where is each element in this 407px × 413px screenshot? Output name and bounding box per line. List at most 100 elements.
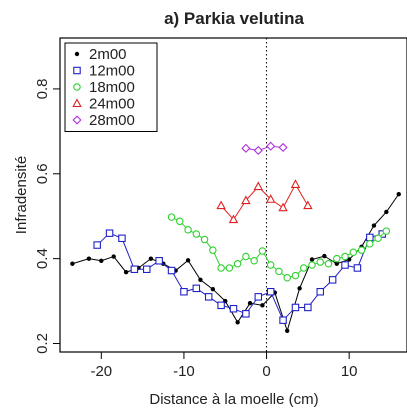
- data-point-2m00: [371, 223, 377, 228]
- data-point-12m00: [353, 264, 362, 272]
- data-point-18m00: [225, 264, 234, 272]
- x-tick-label: 10: [341, 363, 358, 380]
- x-axis-label: Distance à la moelle (cm): [149, 391, 318, 408]
- data-point-18m00: [324, 259, 333, 268]
- legend-marker-12m00: [73, 66, 81, 75]
- data-point-2m00: [198, 277, 203, 283]
- legend-marker-18m00: [73, 83, 81, 91]
- data-point-18m00: [341, 252, 349, 261]
- legend-marker-28m00: [72, 115, 82, 125]
- data-point-24m00: [303, 200, 313, 210]
- data-point-2m00: [384, 209, 389, 215]
- legend-label: 12m00: [89, 63, 135, 80]
- data-point-18m00: [316, 258, 324, 266]
- series-line-28m00: [245, 145, 284, 151]
- data-point-18m00: [382, 227, 391, 235]
- data-point-18m00: [291, 271, 300, 280]
- data-point-2m00: [396, 191, 401, 197]
- data-point-28m00: [278, 142, 288, 153]
- data-point-2m00: [309, 257, 315, 262]
- data-point-12m00: [242, 310, 250, 318]
- data-point-2m00: [322, 253, 327, 259]
- y-axis-label: Infradensité: [13, 156, 30, 234]
- data-point-12m00: [366, 233, 374, 242]
- data-point-2m00: [334, 261, 339, 266]
- data-point-12m00: [328, 276, 337, 284]
- y-tick-label: 0.4: [34, 248, 51, 269]
- data-point-2m00: [148, 256, 154, 261]
- legend-marker-2m00: [74, 51, 80, 57]
- data-point-2m00: [185, 258, 191, 263]
- legend-marker-24m00: [72, 98, 82, 108]
- data-point-12m00: [105, 229, 114, 237]
- data-point-18m00: [184, 226, 192, 234]
- data-point-18m00: [200, 235, 209, 244]
- x-tick-label: -10: [173, 363, 195, 380]
- data-point-12m00: [192, 284, 201, 293]
- data-point-12m00: [180, 287, 188, 296]
- data-point-12m00: [155, 257, 163, 265]
- data-point-2m00: [260, 303, 265, 308]
- data-point-2m00: [86, 256, 92, 261]
- data-point-18m00: [233, 259, 242, 268]
- data-point-18m00: [333, 254, 341, 263]
- data-point-28m00: [241, 143, 251, 153]
- data-point-12m00: [130, 265, 139, 274]
- data-point-2m00: [210, 287, 216, 292]
- y-tick-label: 0.8: [34, 78, 51, 99]
- data-point-12m00: [266, 287, 275, 296]
- data-point-18m00: [176, 217, 184, 226]
- y-tick-label: 0.6: [34, 163, 51, 184]
- legend-label: 28m00: [89, 112, 135, 129]
- data-point-12m00: [316, 287, 324, 296]
- x-tick-label: -20: [90, 363, 112, 380]
- x-tick-label: 0: [262, 363, 270, 380]
- data-point-18m00: [283, 273, 291, 282]
- series-line-24m00: [220, 183, 309, 221]
- data-point-18m00: [258, 247, 267, 255]
- legend-label: 24m00: [89, 96, 135, 113]
- data-point-12m00: [304, 303, 312, 312]
- data-point-18m00: [366, 240, 374, 248]
- data-point-2m00: [235, 320, 240, 325]
- data-point-2m00: [70, 261, 75, 266]
- y-tick-label: 0.2: [34, 333, 51, 354]
- series-18m00: [167, 213, 391, 282]
- data-point-18m00: [192, 230, 201, 238]
- data-point-2m00: [285, 328, 290, 333]
- series-12m00: [93, 229, 386, 324]
- data-point-12m00: [204, 293, 213, 301]
- data-point-28m00: [266, 141, 276, 151]
- data-point-12m00: [93, 241, 101, 249]
- data-point-12m00: [217, 301, 225, 310]
- data-point-18m00: [299, 264, 308, 272]
- data-point-12m00: [254, 293, 263, 301]
- data-point-12m00: [167, 266, 176, 275]
- data-point-2m00: [297, 286, 302, 291]
- data-point-24m00: [278, 202, 288, 212]
- data-point-18m00: [167, 213, 176, 221]
- data-point-24m00: [216, 200, 226, 210]
- data-point-18m00: [275, 267, 283, 276]
- data-point-2m00: [247, 301, 253, 306]
- data-point-18m00: [374, 234, 382, 243]
- plot-layer: -20 -10 0 10 0.2 0.4 0.6 0.8: [34, 38, 401, 380]
- data-point-24m00: [253, 181, 264, 191]
- series-28m00: [241, 141, 288, 156]
- legend-label: 18m00: [89, 79, 135, 96]
- data-point-18m00: [349, 248, 358, 257]
- data-point-24m00: [241, 195, 251, 205]
- series-24m00: [216, 179, 313, 224]
- chart-title: a) Parkia velutina: [164, 9, 304, 28]
- data-point-24m00: [265, 194, 276, 203]
- plot-frame: [59, 37, 407, 353]
- data-point-18m00: [217, 264, 225, 272]
- data-point-12m00: [291, 303, 300, 312]
- data-point-18m00: [308, 261, 316, 269]
- data-point-28m00: [253, 145, 263, 156]
- data-point-12m00: [279, 316, 287, 324]
- data-point-18m00: [242, 252, 250, 261]
- data-point-18m00: [209, 246, 217, 254]
